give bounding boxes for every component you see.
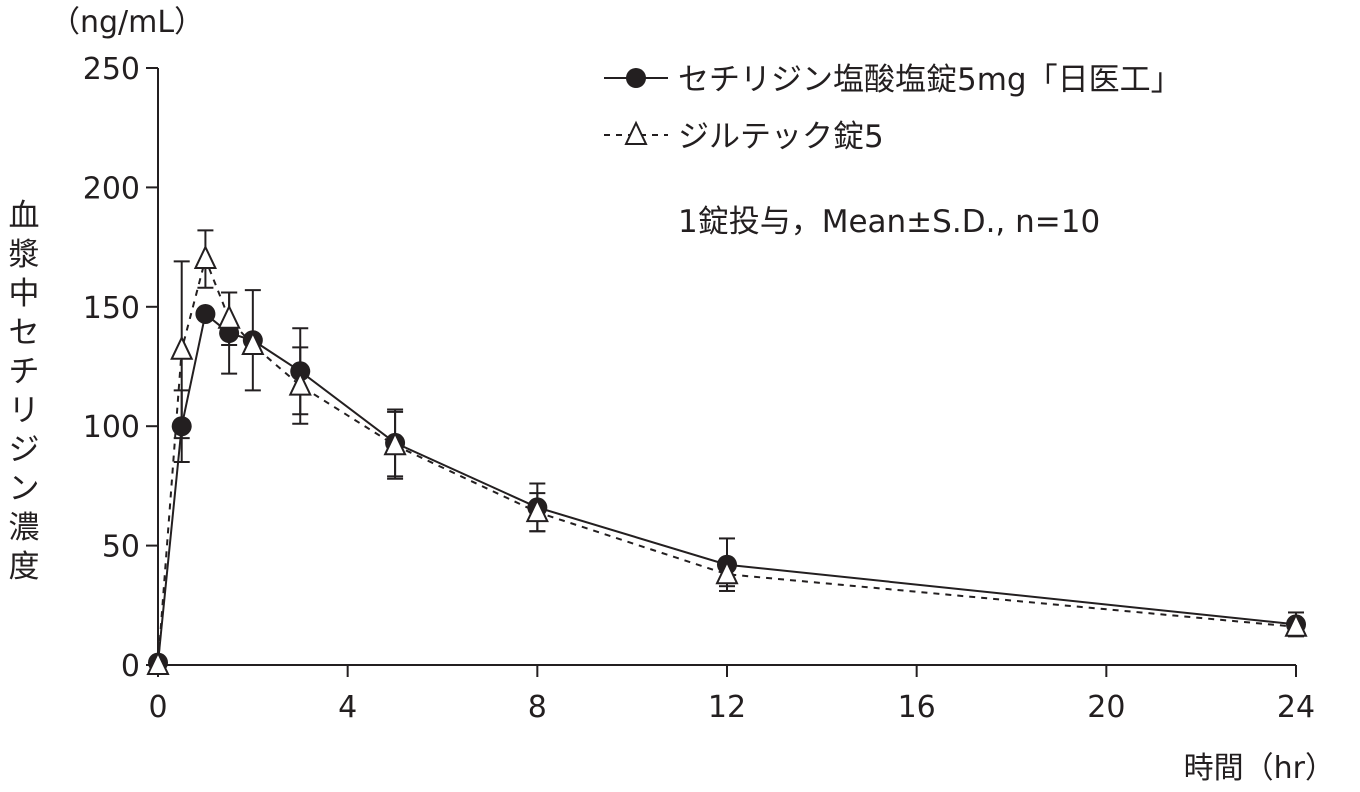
legend-marker-triangle bbox=[624, 120, 648, 145]
data-point bbox=[146, 650, 170, 675]
series-line bbox=[157, 255, 1297, 666]
x-tick-label: 4 bbox=[338, 690, 357, 725]
series-2-markers bbox=[146, 244, 1308, 675]
data-point bbox=[525, 497, 549, 523]
x-tick-label: 24 bbox=[1277, 690, 1315, 725]
x-tick-label: 0 bbox=[148, 690, 167, 725]
data-point bbox=[171, 416, 192, 437]
y-tick-label: 250 bbox=[83, 52, 140, 87]
y-tick-label: 50 bbox=[102, 530, 140, 565]
series-2 bbox=[157, 229, 1304, 666]
legend: セチリジン塩酸塩錠5mg「日医工」 ジルテック錠5 bbox=[604, 62, 1182, 155]
x-axis: 0 4 8 12 16 20 24 時間（hr） bbox=[148, 664, 1335, 786]
series-1-markers bbox=[148, 303, 1306, 673]
legend-item-series-1: セチリジン塩酸塩錠5mg「日医工」 bbox=[604, 62, 1182, 98]
data-point bbox=[290, 361, 311, 382]
y-tick-label: 100 bbox=[83, 410, 140, 445]
data-point bbox=[193, 244, 218, 270]
y-tick-label: 150 bbox=[83, 291, 140, 326]
y-tick-label: 200 bbox=[83, 171, 140, 206]
legend-label-series-2: ジルテック錠5 bbox=[678, 119, 884, 155]
legend-label-series-1: セチリジン塩酸塩錠5mg「日医工」 bbox=[678, 62, 1182, 98]
x-ticks: 0 4 8 12 16 20 24 bbox=[148, 665, 1315, 725]
y-tick-label: 0 bbox=[121, 649, 140, 684]
x-tick-label: 16 bbox=[898, 690, 936, 725]
y-axis: 0 50 100 150 200 250 （ng/mL） 血漿中セチリジン濃度 bbox=[9, 5, 205, 684]
data-point bbox=[195, 303, 216, 324]
data-point bbox=[241, 330, 265, 356]
y-axis-label: 血漿中セチリジン濃度 bbox=[9, 198, 40, 585]
x-tick-label: 20 bbox=[1087, 690, 1125, 725]
data-point bbox=[217, 304, 241, 329]
data-point bbox=[383, 430, 407, 456]
data-point bbox=[170, 335, 194, 360]
y-unit-label: （ng/mL） bbox=[50, 5, 204, 40]
x-tick-label: 8 bbox=[528, 690, 547, 725]
legend-item-series-2: ジルテック錠5 bbox=[604, 119, 884, 155]
data-point bbox=[715, 559, 739, 585]
series-1 bbox=[157, 289, 1304, 663]
x-axis-label: 時間（hr） bbox=[1184, 751, 1335, 786]
plot-area bbox=[146, 229, 1308, 675]
y-ticks: 0 50 100 150 200 250 bbox=[83, 52, 158, 684]
annotation-text: 1錠投与，Mean±S.D., n=10 bbox=[678, 204, 1100, 240]
data-point bbox=[288, 371, 312, 396]
legend-marker-circle bbox=[626, 68, 646, 88]
series-line bbox=[157, 312, 1297, 663]
x-tick-label: 12 bbox=[708, 690, 746, 725]
data-point bbox=[1284, 612, 1308, 637]
